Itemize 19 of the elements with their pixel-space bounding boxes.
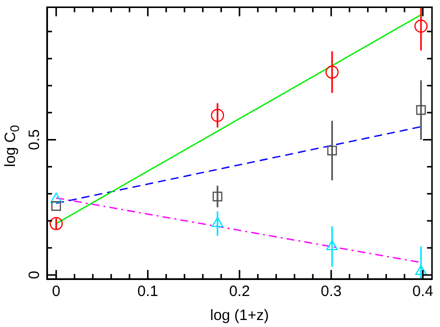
- point: [50, 192, 62, 203]
- point: [415, 264, 427, 276]
- x-tick-label: 0.3: [320, 283, 342, 300]
- point: [51, 201, 62, 211]
- point: [50, 216, 63, 230]
- x-tick-label: 0.4: [412, 283, 434, 300]
- point: [327, 146, 337, 156]
- point: [210, 108, 224, 122]
- x-axis-title: log (1+z): [210, 307, 269, 324]
- point: [416, 105, 426, 115]
- point: [325, 66, 339, 79]
- y-tick-label: 0.5: [26, 129, 44, 150]
- point: [326, 240, 338, 250]
- point: [212, 192, 222, 202]
- x-tick-label: 0: [52, 283, 60, 300]
- x-tick-label: 0.1: [137, 283, 158, 300]
- x-tick-label: 0.2: [229, 283, 250, 300]
- point: [212, 216, 224, 228]
- point: [414, 20, 428, 33]
